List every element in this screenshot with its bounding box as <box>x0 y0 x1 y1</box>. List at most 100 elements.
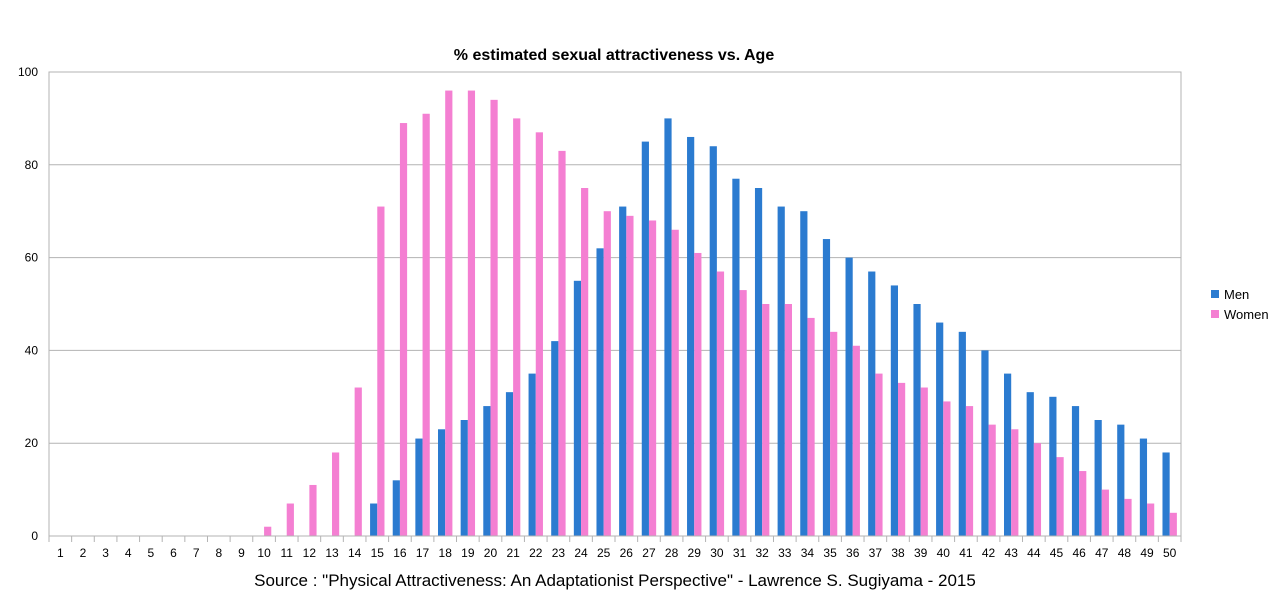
bar-men <box>483 406 491 536</box>
x-tick-label: 31 <box>733 546 747 560</box>
bar-women <box>920 387 928 536</box>
bar-women <box>965 406 974 536</box>
x-tick-label: 50 <box>1163 546 1177 560</box>
y-tick-label: 100 <box>18 65 38 79</box>
chart-title: % estimated sexual attractiveness vs. Ag… <box>454 47 775 64</box>
bar-women <box>1056 457 1064 536</box>
bar-women <box>422 113 430 536</box>
x-tick-label: 21 <box>506 546 520 560</box>
bar-women <box>467 90 476 536</box>
bar-women <box>943 401 951 536</box>
bar-women <box>716 271 725 536</box>
bar-men <box>890 285 898 536</box>
x-tick-label: 24 <box>574 546 588 560</box>
y-tick-label: 0 <box>31 529 38 543</box>
bar-women <box>1101 489 1109 536</box>
bar-women <box>648 220 657 537</box>
bar-men <box>1071 406 1080 536</box>
bar-women <box>784 304 792 536</box>
bar-women <box>399 123 408 536</box>
bar-men <box>822 239 831 537</box>
bar-men <box>573 280 582 536</box>
x-tick-label: 3 <box>102 546 109 560</box>
bar-men <box>505 392 514 536</box>
y-tick-label: 20 <box>25 436 39 450</box>
bar-women <box>309 484 317 536</box>
y-tick-label: 60 <box>25 251 39 265</box>
bar-women <box>603 211 611 536</box>
bar-men <box>709 146 717 537</box>
bar-women <box>626 215 634 536</box>
x-tick-label: 33 <box>778 546 792 560</box>
x-tick-label: 36 <box>846 546 860 560</box>
bar-women <box>581 188 589 536</box>
x-tick-label: 14 <box>348 546 362 560</box>
bar-women <box>875 373 883 536</box>
bar-men <box>800 211 808 536</box>
bar-women <box>1011 429 1019 536</box>
x-tick-label: 7 <box>193 546 200 560</box>
x-tick-label: 9 <box>238 546 245 560</box>
x-tick-label: 22 <box>529 546 543 560</box>
bar-men <box>392 480 400 536</box>
plot-frame <box>48 71 1182 537</box>
x-tick-label: 49 <box>1140 546 1154 560</box>
x-tick-label: 27 <box>642 546 656 560</box>
bar-women <box>286 503 294 536</box>
bar-women <box>445 90 453 536</box>
bar-women <box>1169 512 1177 536</box>
x-tick-label: 13 <box>325 546 339 560</box>
bar-women <box>535 132 543 536</box>
x-tick-label: 4 <box>125 546 132 560</box>
y-tick-label: 40 <box>25 343 39 357</box>
x-tick-label: 35 <box>823 546 837 560</box>
bar-men <box>1162 452 1170 536</box>
legend-swatch <box>1211 310 1219 318</box>
bar-women <box>988 424 996 536</box>
bar-men <box>438 429 446 536</box>
bar-women <box>694 252 702 536</box>
x-tick-label: 48 <box>1118 546 1132 560</box>
bar-men <box>641 141 649 536</box>
bar-men <box>460 420 468 536</box>
x-tick-label: 39 <box>914 546 928 560</box>
bar-men <box>528 373 536 536</box>
bar-women <box>762 304 770 536</box>
bar-men <box>596 248 604 536</box>
x-tick-label: 41 <box>959 546 973 560</box>
x-tick-label: 34 <box>801 546 815 560</box>
bar-men <box>415 438 423 536</box>
bar-women <box>513 118 521 537</box>
x-tick-label: 43 <box>1005 546 1019 560</box>
bar-women <box>1079 471 1087 536</box>
bars <box>264 90 1177 537</box>
x-tick-label: 17 <box>416 546 430 560</box>
bar-women <box>830 331 838 536</box>
bar-men <box>619 206 627 536</box>
bar-men <box>845 257 853 536</box>
bar-men <box>370 503 378 536</box>
x-tick-label: 45 <box>1050 546 1064 560</box>
bar-men <box>732 178 740 536</box>
x-tick-label: 5 <box>148 546 155 560</box>
bar-women <box>1033 443 1042 536</box>
y-axis: 0 20 40 60 80 100 <box>18 65 38 543</box>
bar-men <box>1004 373 1012 536</box>
y-tick-label: 80 <box>25 158 39 172</box>
x-tick-label: 38 <box>891 546 905 560</box>
bar-men <box>1026 392 1034 536</box>
x-axis: 1 2 3 4 5 6 7 8 9 10 11 12 13 14 15 16 17 18 19 20 21 22 23 24 2… <box>48 536 1182 560</box>
bar-women <box>1124 498 1132 536</box>
bar-women <box>807 317 815 536</box>
x-tick-label: 19 <box>461 546 475 560</box>
x-tick-label: 44 <box>1027 546 1041 560</box>
bar-women <box>264 526 272 536</box>
x-tick-label: 15 <box>371 546 385 560</box>
bar-men <box>1139 438 1148 536</box>
plot-border <box>48 71 1182 537</box>
bar-men <box>958 331 966 536</box>
x-tick-label: 28 <box>665 546 679 560</box>
x-tick-label: 10 <box>257 546 271 560</box>
x-tick-label: 12 <box>303 546 317 560</box>
bar-women <box>739 290 747 536</box>
